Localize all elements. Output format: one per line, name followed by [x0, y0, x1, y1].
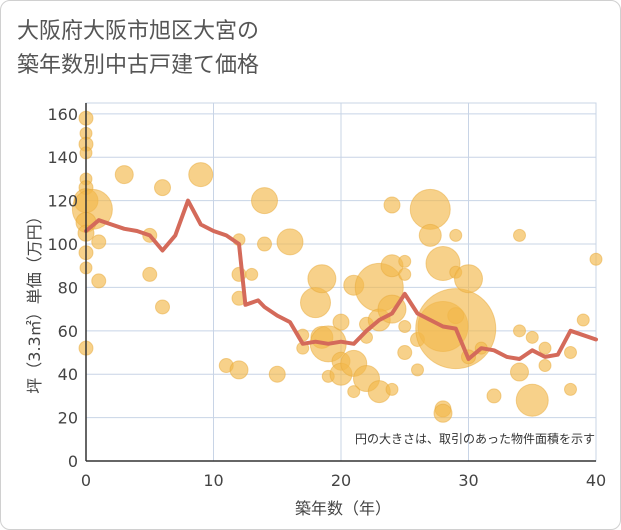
y-tick-label: 0: [68, 452, 78, 471]
x-tick-label: 10: [203, 471, 223, 490]
bubble-point: [486, 388, 502, 404]
y-tick-label: 140: [47, 148, 78, 167]
y-tick-label: 40: [58, 365, 78, 384]
y-tick-label: 100: [47, 235, 78, 254]
bubble-point: [525, 330, 539, 344]
bubble-point: [332, 313, 350, 331]
bubble-point: [564, 346, 577, 360]
bubble-point: [154, 179, 171, 197]
bubble-point: [564, 382, 577, 396]
y-tick-label: 120: [47, 192, 78, 211]
y-tick-label: 60: [58, 322, 78, 341]
size-note: 円の大きさは、取引のあった物件面積を示す: [355, 431, 595, 446]
bubble-point: [510, 362, 529, 382]
x-tick-label: 0: [81, 471, 91, 490]
bubble-point: [268, 365, 286, 383]
bubble-point: [398, 319, 412, 333]
bubble-point: [454, 264, 483, 294]
x-tick-label: 30: [458, 471, 478, 490]
chart-title: 大阪府大阪市旭区大宮の 築年数別中古戸建て価格: [17, 15, 259, 83]
bubble-point: [307, 264, 337, 294]
chart-title-line1: 大阪府大阪市旭区大宮の: [17, 19, 260, 44]
bubble-point: [257, 236, 272, 252]
bubble-point: [276, 228, 304, 256]
average-price-line: [84, 198, 598, 361]
bubble-point: [188, 162, 214, 188]
bubble-point: [449, 228, 463, 242]
y-tick-label: 160: [47, 105, 78, 124]
bubble-point: [418, 223, 442, 247]
bubble-point: [142, 266, 158, 282]
bubble-point: [515, 383, 549, 417]
bubble-point: [91, 234, 107, 250]
chart-title-line2: 築年数別中古戸建て価格: [17, 53, 260, 78]
bubble-point: [538, 359, 552, 373]
bubble-point: [589, 252, 603, 266]
x-axis-label: 築年数（年）: [295, 499, 391, 518]
axes: [85, 103, 596, 462]
bubble-point: [245, 267, 259, 281]
bubble-point: [155, 299, 170, 315]
y-tick-label: 80: [58, 278, 78, 297]
bubble-point: [385, 382, 399, 396]
bubble-point: [411, 363, 424, 377]
bubble-point: [398, 254, 412, 268]
y-tick-label: 20: [58, 409, 78, 428]
bubble-point: [347, 385, 361, 399]
bubble-point: [398, 267, 412, 281]
x-tick-label: 20: [331, 471, 351, 490]
x-tick-label: 40: [586, 471, 606, 490]
bubble-point: [538, 341, 552, 355]
bubble-point: [251, 187, 278, 215]
bubble-point: [91, 273, 107, 289]
tick-labels: 0 10 20 30 40 0 20 40 60 80 100 120 140 160: [47, 105, 606, 490]
bubble-point: [433, 403, 453, 423]
bubble-point: [576, 313, 590, 327]
y-axis-label: 坪（3.3㎡）単価（万円）: [25, 208, 44, 393]
bubble-point: [114, 165, 134, 185]
bubble-point: [409, 188, 451, 230]
average-line-group: [84, 198, 598, 361]
bubble-point: [513, 228, 526, 242]
bubble-point: [229, 360, 249, 380]
bubble-point: [383, 196, 401, 214]
bubble-point: [397, 345, 413, 361]
bubbles: [71, 110, 603, 423]
bubble-point: [513, 324, 526, 338]
